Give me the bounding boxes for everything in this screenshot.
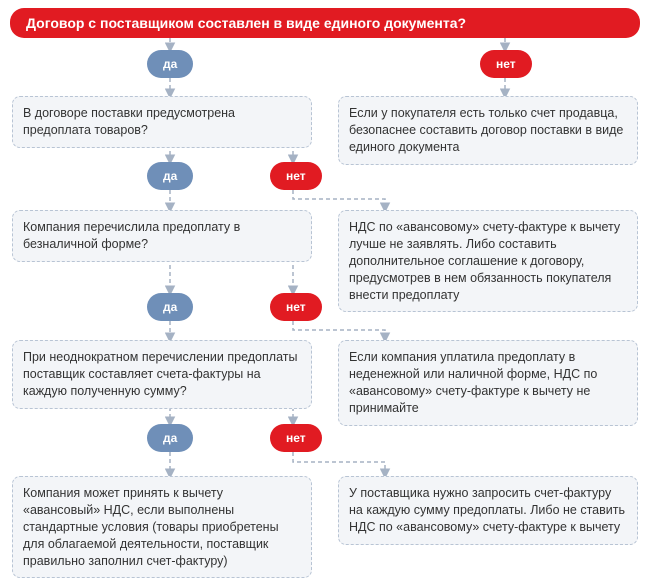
flowchart-box-text: Компания перечислила предоплату в безнал… <box>23 220 240 251</box>
flowchart-box-text: Компания может принять к вычету «авансов… <box>23 486 279 568</box>
decision-chip-no: нет <box>270 162 322 190</box>
flowchart-edge <box>293 190 385 210</box>
decision-chip-label: нет <box>496 57 516 71</box>
flowchart-edge <box>293 452 385 476</box>
decision-chip-yes: да <box>147 50 193 78</box>
flowchart-box: При неоднократном перечислении предоплат… <box>12 340 312 409</box>
decision-chip-no: нет <box>480 50 532 78</box>
decision-chip-label: нет <box>286 300 306 314</box>
flowchart-header: Договор с поставщиком составлен в виде е… <box>10 8 640 38</box>
flowchart-box-text: Если компания уплатила предоплату в неде… <box>349 350 597 415</box>
decision-chip-no: нет <box>270 424 322 452</box>
decision-chip-no: нет <box>270 293 322 321</box>
flowchart-box: Если компания уплатила предоплату в неде… <box>338 340 638 426</box>
decision-chip-yes: да <box>147 162 193 190</box>
decision-chip-label: да <box>163 431 177 445</box>
flowchart-header-text: Договор с поставщиком составлен в виде е… <box>26 15 466 31</box>
decision-chip-label: нет <box>286 431 306 445</box>
flowchart-box-text: У поставщика нужно запросить счет-фактур… <box>349 486 625 534</box>
flowchart-box: Компания перечислила предоплату в безнал… <box>12 210 312 262</box>
decision-chip-yes: да <box>147 293 193 321</box>
flowchart-box-text: Если у покупателя есть только счет прода… <box>349 106 623 154</box>
flowchart-box: Если у покупателя есть только счет прода… <box>338 96 638 165</box>
flowchart-box: В договоре поставки предусмотрена предоп… <box>12 96 312 148</box>
flowchart-edge <box>293 321 385 340</box>
decision-chip-label: нет <box>286 169 306 183</box>
flowchart-box-text: В договоре поставки предусмотрена предоп… <box>23 106 235 137</box>
flowchart-box: Компания может принять к вычету «авансов… <box>12 476 312 578</box>
decision-chip-label: да <box>163 300 177 314</box>
flowchart-box: НДС по «авансовому» счету-фактуре к выче… <box>338 210 638 312</box>
decision-chip-label: да <box>163 57 177 71</box>
decision-chip-label: да <box>163 169 177 183</box>
flowchart-box-text: НДС по «авансовому» счету-фактуре к выче… <box>349 220 620 302</box>
decision-chip-yes: да <box>147 424 193 452</box>
flowchart-box-text: При неоднократном перечислении предоплат… <box>23 350 297 398</box>
flowchart-box: У поставщика нужно запросить счет-фактур… <box>338 476 638 545</box>
